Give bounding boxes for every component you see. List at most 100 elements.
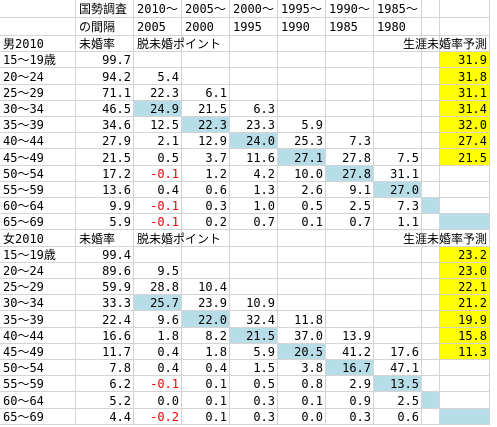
point-value: 12.5 [150,118,179,133]
cell [230,198,278,215]
cell [230,392,278,409]
point-value: 5.4 [157,69,179,84]
point-value: 0.4 [157,344,179,359]
age-label: 15～19歳 [3,247,56,262]
cell [0,214,76,231]
rate-value: 94.2 [102,69,131,84]
cell [230,311,278,328]
point-value: 23.9 [198,296,227,311]
cell [182,408,230,425]
forecast-value: 11.3 [458,344,487,359]
cell [76,279,134,296]
cell [374,100,422,117]
cell [374,117,422,134]
cell [134,246,182,263]
cell [182,279,230,296]
rate-value: 6.2 [109,377,131,392]
cell [134,360,182,377]
cell [0,360,76,377]
point-value: 11.8 [294,312,323,327]
header-cell: 2000 [185,20,214,34]
point-value: 1.0 [253,199,275,214]
forecast-value: 32.0 [458,118,487,133]
forecast-value: 31.1 [458,85,487,100]
age-label: 45～49 [3,344,44,359]
cell [230,230,278,247]
cell [422,214,440,231]
points-label: 脱未婚ポイント [137,37,222,52]
header-cell: 1985～ [377,2,418,16]
point-value: 7.3 [349,134,371,149]
cell [278,100,326,117]
cell [422,376,440,393]
rate-value: 5.2 [109,393,131,408]
age-label: 55～59 [3,182,44,197]
cell [440,214,490,231]
rate-value: 9.9 [109,199,131,214]
header-cell: 1995 [233,20,262,34]
cell [440,279,490,296]
age-label: 60～64 [3,393,44,408]
forecast-value: 21.2 [458,296,487,311]
cell [230,36,278,53]
cell [0,133,76,150]
forecast-value: 15.8 [458,328,487,343]
cell [134,181,182,198]
cell [278,311,326,328]
cell [182,100,230,117]
cell [374,311,422,328]
point-value: 13.5 [390,377,419,392]
cell [422,133,440,150]
point-value: 1.3 [253,182,275,197]
cell [0,181,76,198]
cell [440,165,490,182]
cell [326,68,374,85]
cell [440,262,490,279]
rate-value: 27.9 [102,134,131,149]
point-value: 31.1 [390,166,419,181]
cell [134,18,182,36]
point-value: 10.4 [198,280,227,295]
point-value: 3.8 [301,361,323,376]
points-label: 脱未婚ポイント [137,231,222,246]
cell [278,52,326,69]
point-value: 0.3 [205,199,227,214]
rate-value: 16.6 [102,328,131,343]
rate-value: 46.5 [102,101,131,116]
cell [76,165,134,182]
cell [230,279,278,296]
rate-value: 99.7 [102,53,131,68]
cell [182,392,230,409]
rate-value: 21.5 [102,150,131,165]
point-value: 2.9 [349,377,371,392]
cell [76,84,134,101]
age-label: 45～49 [3,150,44,165]
cell [76,360,134,377]
cell [0,392,76,409]
cell [76,181,134,198]
point-value: 7.5 [397,150,419,165]
age-label: 30～34 [3,101,44,116]
cell [326,360,374,377]
cell [182,376,230,393]
cell [374,246,422,263]
cell [440,327,490,344]
forecast-value: 23.2 [458,247,487,262]
cell [422,343,440,360]
cell [278,149,326,166]
cell [182,18,230,36]
cell [374,214,422,231]
age-label: 15～19歳 [3,53,56,68]
age-label: 65～69 [3,215,44,230]
point-value: 1.2 [205,166,227,181]
cell [0,262,76,279]
cell [230,343,278,360]
cell [326,262,374,279]
cell [134,117,182,134]
header-cell: 1985 [329,20,358,34]
age-label: 60～64 [3,199,44,214]
cell [0,376,76,393]
point-value: 41.2 [342,344,371,359]
cell [230,246,278,263]
forecast-value: 23.0 [458,263,487,278]
